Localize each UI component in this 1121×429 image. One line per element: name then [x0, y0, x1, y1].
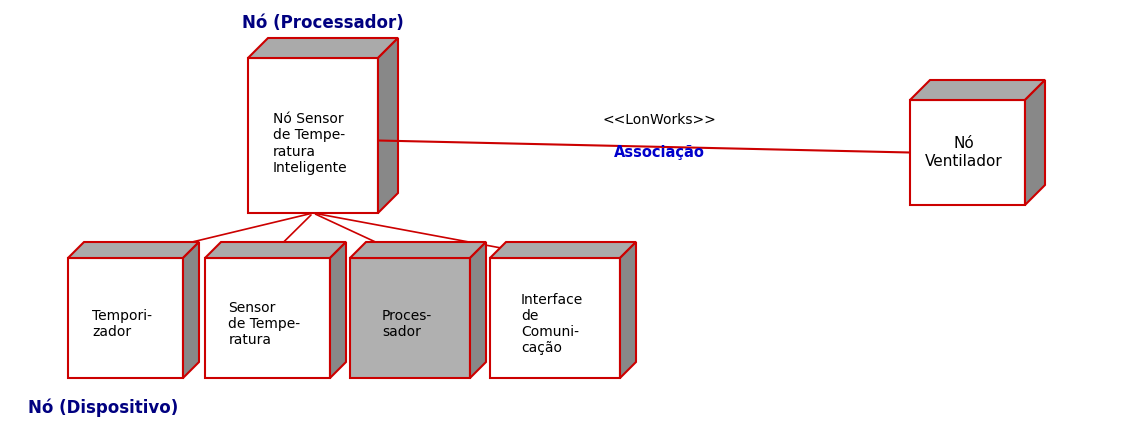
- Text: Associação: Associação: [613, 145, 704, 160]
- Polygon shape: [378, 38, 398, 213]
- Polygon shape: [1025, 80, 1045, 205]
- Text: <<LonWorks>>: <<LonWorks>>: [602, 114, 716, 127]
- Text: Proces-
sador: Proces- sador: [382, 309, 432, 339]
- Polygon shape: [248, 38, 398, 58]
- Polygon shape: [183, 242, 200, 378]
- Polygon shape: [620, 242, 636, 378]
- Polygon shape: [490, 242, 636, 258]
- Text: Tempori-
zador: Tempori- zador: [93, 309, 152, 339]
- Polygon shape: [68, 258, 183, 378]
- Polygon shape: [910, 100, 1025, 205]
- Text: Sensor
de Tempe-
ratura: Sensor de Tempe- ratura: [229, 301, 300, 347]
- Text: Nó Sensor
de Tempe-
ratura
Inteligente: Nó Sensor de Tempe- ratura Inteligente: [272, 112, 348, 175]
- Polygon shape: [910, 80, 1045, 100]
- Polygon shape: [470, 242, 487, 378]
- Polygon shape: [205, 242, 346, 258]
- Text: Nó (Dispositivo): Nó (Dispositivo): [28, 399, 178, 417]
- Polygon shape: [68, 242, 200, 258]
- Polygon shape: [350, 258, 470, 378]
- Polygon shape: [330, 242, 346, 378]
- Text: Nó (Processador): Nó (Processador): [242, 14, 404, 32]
- Text: Nó
Ventilador: Nó Ventilador: [925, 136, 1002, 169]
- Polygon shape: [248, 58, 378, 213]
- Text: Interface
de
Comuni-
cação: Interface de Comuni- cação: [521, 293, 583, 355]
- Polygon shape: [205, 258, 330, 378]
- Polygon shape: [350, 242, 487, 258]
- Polygon shape: [490, 258, 620, 378]
